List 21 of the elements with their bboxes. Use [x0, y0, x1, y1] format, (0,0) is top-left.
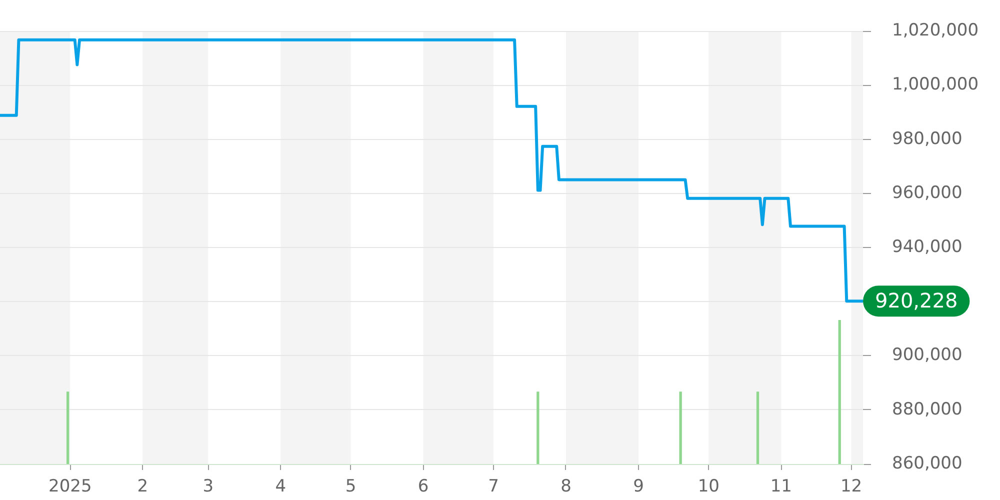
x-tick-label: 9	[633, 476, 644, 497]
x-tick-label: 11	[770, 476, 792, 497]
y-tick-label: 1,020,000	[892, 20, 979, 41]
x-tick-label: 2025	[48, 476, 92, 497]
x-tick-label: 4	[275, 476, 286, 497]
x-tick-label: 8	[560, 476, 572, 497]
x-tick-label: 5	[345, 476, 356, 497]
data-label: 920,228	[874, 288, 958, 312]
x-tick-label: 3	[202, 476, 214, 497]
y-tick-label: 900,000	[892, 345, 962, 366]
x-tick-label: 12	[840, 476, 862, 497]
x-tick-label: 2	[137, 476, 148, 497]
y-tick-label: 860,000	[892, 453, 962, 474]
y-tick-label: 880,000	[892, 399, 962, 420]
x-tick-label: 10	[698, 476, 720, 497]
y-tick-label: 980,000	[892, 128, 962, 149]
x-tick-label: 7	[488, 476, 499, 497]
y-tick-label: 1,000,000	[892, 74, 979, 95]
y-tick-label: 940,000	[892, 237, 962, 258]
x-tick-label: 6	[418, 476, 429, 497]
y-tick-label: 960,000	[892, 182, 962, 203]
